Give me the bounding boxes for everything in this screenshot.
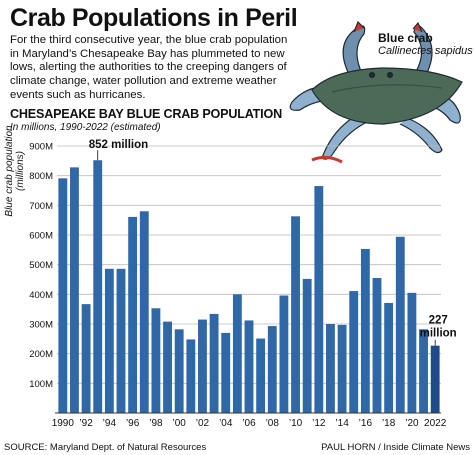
bar	[93, 160, 103, 413]
x-tick-label: ’06	[242, 418, 256, 429]
bar	[70, 167, 79, 413]
x-tick-label: ’00	[173, 418, 187, 429]
bar	[232, 294, 242, 413]
bar	[163, 321, 172, 413]
crab-species: Callinectes sapidus	[378, 45, 473, 57]
x-tick-label: ’18	[382, 418, 396, 429]
x-tick-label: ’12	[312, 418, 326, 429]
source-note: SOURCE: Maryland Dept. of Natural Resour…	[4, 442, 207, 453]
y-tick-label: 500M	[29, 260, 53, 271]
bar	[267, 326, 277, 413]
chart-subtitle: In millions, 1990-2022 (estimated)	[10, 122, 161, 133]
bar	[360, 248, 370, 413]
x-tick-label: 2022	[424, 418, 447, 429]
annotation-label: 227	[429, 315, 448, 327]
bar	[384, 302, 394, 413]
bar	[291, 216, 300, 413]
annotation-label: million	[420, 328, 457, 340]
x-tick-label: ’04	[219, 418, 233, 429]
bar	[174, 329, 184, 413]
bar	[314, 186, 324, 413]
x-tick-label: ’20	[405, 418, 419, 429]
y-tick-label: 400M	[29, 290, 53, 301]
bar	[151, 308, 161, 413]
intro-text: For the third consecutive year, the blue…	[10, 34, 288, 101]
bar	[244, 320, 254, 413]
bar	[116, 268, 126, 413]
chart-title: CHESAPEAKE BAY BLUE CRAB POPULATION	[10, 107, 282, 121]
y-tick-label: 100M	[29, 379, 53, 390]
x-tick-label: ’02	[196, 418, 210, 429]
x-tick-label: ’92	[79, 418, 93, 429]
bar	[186, 339, 196, 413]
credit-note: PAUL HORN / Inside Climate News	[321, 442, 470, 453]
x-tick-label: ’16	[359, 418, 373, 429]
bar	[58, 178, 68, 413]
x-tick-label: ’08	[266, 418, 280, 429]
y-tick-label: 300M	[29, 320, 53, 331]
bar	[372, 278, 382, 413]
y-tick-label: 200M	[29, 349, 53, 360]
y-tick-label: 600M	[29, 231, 53, 242]
bar	[256, 338, 266, 413]
bar	[81, 304, 91, 413]
bar	[326, 324, 335, 413]
bar	[139, 211, 149, 413]
bar	[430, 345, 440, 413]
bar	[221, 332, 231, 413]
crab-label: Blue crab	[378, 31, 433, 45]
bar	[104, 268, 114, 413]
bar	[128, 216, 138, 413]
bar	[209, 313, 219, 413]
annotation-label: 852 million	[89, 139, 148, 151]
x-tick-label: 1990	[52, 418, 75, 429]
bar	[349, 291, 359, 413]
page-title: Crab Populations in Peril	[10, 4, 298, 32]
y-tick-label: 900M	[29, 142, 53, 153]
bar	[419, 329, 428, 413]
x-tick-label: ’94	[103, 418, 117, 429]
blue-crab-icon	[272, 20, 472, 185]
bar	[198, 319, 207, 413]
bar	[279, 295, 289, 413]
y-tick-label: 700M	[29, 201, 53, 212]
x-tick-label: ’98	[149, 418, 163, 429]
y-tick-label: 800M	[29, 171, 53, 182]
bar	[337, 324, 347, 413]
bar	[395, 236, 405, 413]
x-tick-label: ’14	[335, 418, 349, 429]
bar	[302, 278, 312, 413]
bar	[407, 292, 417, 413]
x-tick-label: ’96	[126, 418, 140, 429]
x-tick-label: ’10	[289, 418, 303, 429]
